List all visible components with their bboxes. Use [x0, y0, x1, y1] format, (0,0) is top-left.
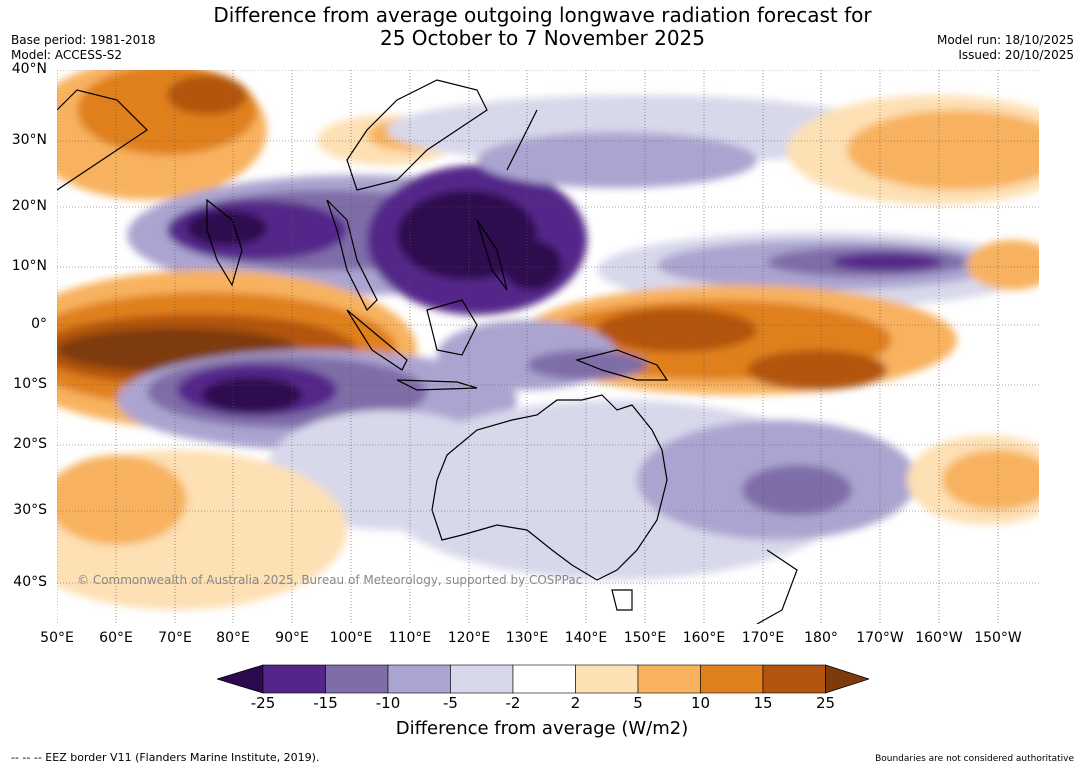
lon-label-150w: 150°W — [974, 630, 1022, 646]
lon-label-90e: 90°E — [275, 630, 309, 646]
lat-label-eq: 0° — [31, 316, 47, 332]
lon-label-140e: 140°E — [564, 630, 608, 646]
lat-label-20n: 20°N — [11, 198, 47, 214]
colorbar-label-2: 2 — [570, 694, 581, 712]
model-run-text: Model run: 18/10/2025 — [936, 33, 1074, 47]
map-title: Difference from average outgoing longwav… — [0, 4, 1085, 50]
colorbar — [217, 664, 869, 694]
map-svg — [57, 70, 1039, 624]
lon-label-100e: 100°E — [329, 630, 373, 646]
lon-label-170w: 170°W — [856, 630, 904, 646]
colorbar-seg-3 — [387, 664, 451, 694]
lon-label-60e: 60°E — [99, 630, 133, 646]
eez-border-note: -- -- -- EEZ border V11 (Flanders Marine… — [11, 751, 320, 764]
colorbar-label-neg25: -25 — [250, 694, 276, 712]
colorbar-seg-2 — [325, 664, 389, 694]
shade-pac-brown-2 — [747, 350, 887, 390]
lon-label-170e: 170°E — [741, 630, 785, 646]
new-zealand-coast — [756, 549, 798, 624]
colorbar-title: Difference from average (W/m2) — [395, 718, 689, 739]
arabia-coast — [57, 89, 148, 191]
meta-left: Base period: 1981-2018 Model: ACCESS-S2 — [11, 33, 156, 63]
colorbar-left-arrow — [217, 664, 264, 694]
indochina-coast — [326, 199, 378, 312]
china-coast — [346, 79, 488, 191]
australia-coast — [431, 394, 668, 581]
shade-sio-core — [202, 377, 302, 413]
lon-label-80e: 80°E — [216, 630, 250, 646]
india-coast — [206, 198, 243, 287]
lon-label-150e: 150°E — [623, 630, 667, 646]
colorbar-seg-7 — [637, 664, 701, 694]
shade-e-orange — [967, 240, 1039, 290]
map-title-line2: 25 October to 7 November 2025 — [379, 26, 706, 50]
shade-cpac-core — [832, 253, 942, 271]
colorbar-seg-5 — [512, 664, 576, 694]
anomaly-shading — [57, 70, 1039, 610]
new-guinea-coast — [575, 349, 669, 381]
map-title-line1: Difference from average outgoing longwav… — [213, 3, 872, 27]
colorbar-seg-1 — [262, 664, 326, 694]
lat-label-40s: 40°S — [13, 574, 47, 590]
model-text: Model: ACCESS-S2 — [11, 48, 123, 62]
colorbar-label-10: 10 — [690, 694, 711, 712]
lon-label-160e: 160°E — [682, 630, 726, 646]
copyright-text: © Commonwealth of Australia 2025, Bureau… — [77, 573, 583, 587]
colorbar-label-25: 25 — [815, 694, 836, 712]
shade-coral-sea-mid — [742, 465, 852, 515]
java-coast — [396, 379, 478, 391]
meta-right: Model run: 18/10/2025 Issued: 20/10/2025 — [937, 33, 1074, 63]
colorbar-seg-4 — [450, 664, 514, 694]
colorbar-seg-6 — [575, 664, 639, 694]
colorbar-seg-9 — [762, 664, 826, 694]
borneo-coast — [426, 299, 478, 356]
shade-mc-mid — [527, 350, 647, 380]
colorbar-label-neg15: -15 — [313, 694, 338, 712]
lat-label-10s: 10°S — [13, 376, 47, 392]
lat-label-40n: 40°N — [11, 61, 47, 77]
shade-npac-lavender — [477, 132, 757, 188]
colorbar-right-arrow — [825, 664, 869, 694]
colorbar-label-neg2: -2 — [505, 694, 521, 712]
colorbar-seg-8 — [700, 664, 764, 694]
tasmania-coast — [611, 589, 633, 611]
shade-philippines-core — [502, 240, 562, 290]
shade-nw-brown — [167, 75, 247, 115]
lon-label-160w: 160°W — [915, 630, 963, 646]
lon-label-110e: 110°E — [388, 630, 432, 646]
lon-label-120e: 120°E — [447, 630, 491, 646]
base-period-text: Base period: 1981-2018 — [11, 33, 156, 47]
japan-coast — [506, 109, 538, 171]
shade-sw-orange — [57, 455, 187, 545]
lat-label-30n: 30°N — [11, 132, 47, 148]
lon-label-50e: 50°E — [40, 630, 74, 646]
sumatra-coast — [346, 309, 408, 371]
coastlines — [57, 79, 798, 624]
colorbar-label-neg5: -5 — [443, 694, 458, 712]
boundaries-disclaimer: Boundaries are not considered authoritat… — [875, 754, 1074, 764]
colorbar-label-15: 15 — [753, 694, 773, 712]
lon-label-70e: 70°E — [158, 630, 192, 646]
shade-se-orange — [942, 450, 1039, 510]
colorbar-label-neg10: -10 — [375, 694, 401, 712]
meridians — [57, 70, 999, 624]
colorbar-label-5: 5 — [633, 694, 643, 712]
lon-label-180: 180° — [804, 630, 838, 646]
lon-label-130e: 130°E — [505, 630, 549, 646]
issued-text: Issued: 20/10/2025 — [958, 48, 1074, 62]
lat-label-10n: 10°N — [11, 258, 47, 274]
lat-label-20s: 20°S — [13, 436, 47, 452]
olr-anomaly-map — [57, 70, 1039, 624]
shade-ne-orange — [847, 110, 1039, 190]
philippines-coast — [476, 219, 508, 291]
lat-label-30s: 30°S — [13, 502, 47, 518]
shade-scs-core — [397, 190, 537, 280]
shade-pac-brown — [597, 308, 757, 352]
